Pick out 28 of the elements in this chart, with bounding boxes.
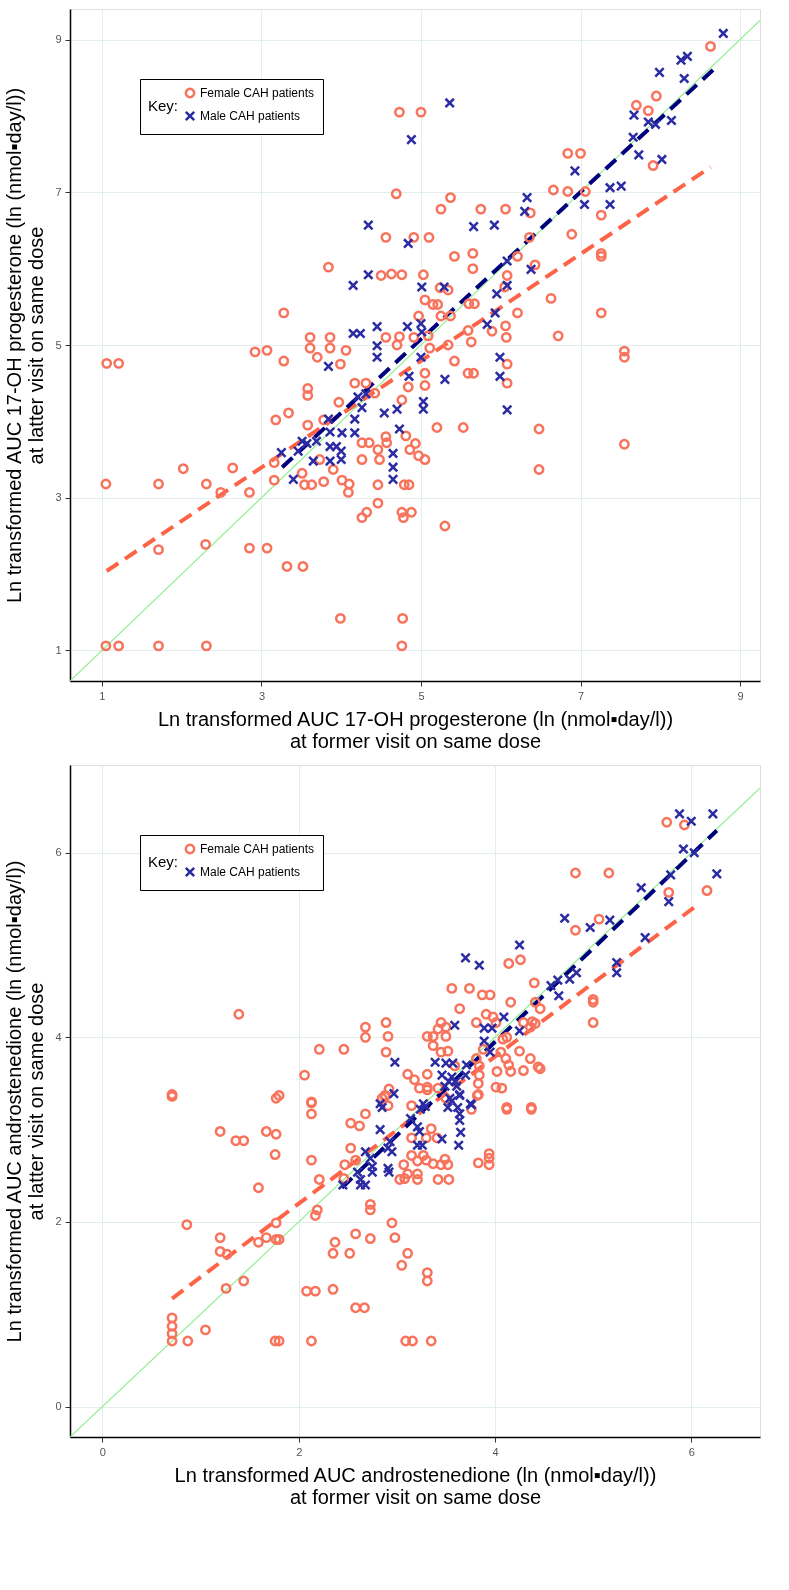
legend-title: Key: — [148, 97, 179, 114]
x-axis-title: Ln transformed AUC androstenedione (ln (nmol▪day/l)) at former visit on same dose — [174, 1463, 657, 1508]
x-axis-title: Ln transformed AUC 17-OH progesterone (ln (nmol▪day/l)) at former visit on same dose — [157, 707, 674, 752]
y-axis-title: Ln transformed AUC 17-OH progesterone (ln (nmol▪day/l)) at latter visit on same dose — [3, 87, 48, 604]
x-tick-label: 6 — [688, 1445, 695, 1458]
legend-label: Male CAH patients — [200, 109, 301, 123]
x-tick-label: 2 — [296, 1445, 303, 1458]
x-tick-label: 0 — [99, 1445, 106, 1458]
y-tick-label: 7 — [55, 185, 62, 198]
y-tick-label: 0 — [55, 1400, 62, 1413]
y-tick-label: 9 — [55, 33, 62, 46]
y-tick-label: 5 — [55, 338, 62, 351]
x-tick-label: 5 — [418, 689, 425, 702]
y-axis-title: Ln transformed AUC androstenedione (ln (nmol▪day/l)) at latter visit on same dose — [3, 860, 48, 1343]
x-tick-label: 4 — [492, 1445, 499, 1458]
x-tick-label: 7 — [577, 689, 585, 702]
legend-title: Key: — [148, 853, 179, 870]
legend-label: Male CAH patients — [200, 865, 301, 879]
y-tick-label: 1 — [55, 643, 62, 656]
x-tick-label: 3 — [258, 689, 266, 702]
y-tick-label: 2 — [55, 1215, 62, 1228]
x-tick-label: 9 — [737, 689, 744, 702]
legend-label: Female CAH patients — [200, 86, 315, 100]
y-tick-label: 3 — [55, 491, 62, 504]
legend-label: Female CAH patients — [200, 842, 315, 856]
y-tick-label: 6 — [55, 846, 62, 859]
y-tick-label: 4 — [55, 1030, 62, 1043]
x-tick-label: 1 — [99, 689, 106, 702]
